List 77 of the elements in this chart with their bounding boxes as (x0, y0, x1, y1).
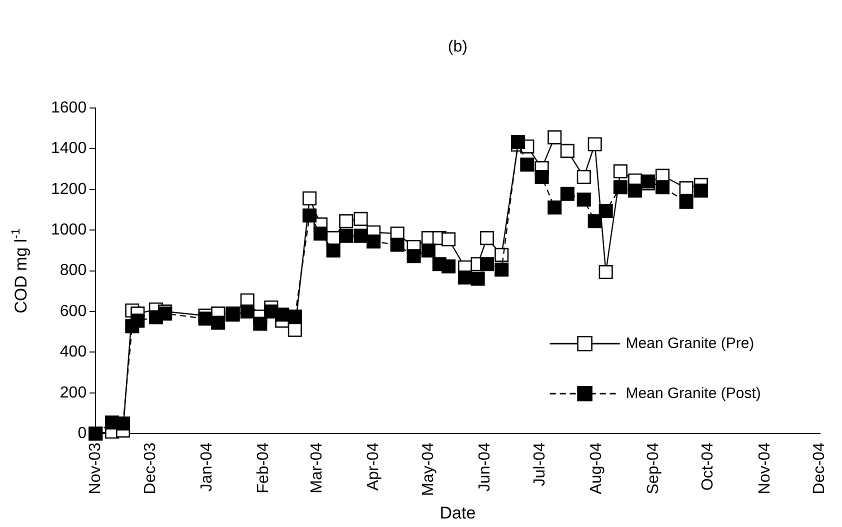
point (576, 170, 591, 184)
y-axis-title: COD mg l-1 (8, 228, 31, 314)
point (442, 259, 456, 274)
legend-label: Mean Granite (Post) (626, 384, 761, 402)
legend-label: Mean Granite (Pre) (626, 334, 754, 352)
x-tick-label: Aug-04 (588, 442, 606, 494)
point (494, 262, 509, 277)
point (302, 208, 317, 222)
point (480, 231, 494, 246)
point (548, 130, 562, 144)
y-tick-label: 0 (78, 425, 87, 442)
y-tick-label: 600 (60, 302, 87, 320)
point (421, 243, 436, 258)
point (656, 180, 670, 194)
point (442, 232, 456, 246)
y-tick-label: 200 (60, 384, 87, 402)
point (275, 308, 290, 322)
point (339, 214, 354, 228)
point (406, 249, 421, 264)
point (458, 270, 472, 285)
x-tick-label: Jan-04 (198, 442, 216, 492)
y-tick-label: 800 (60, 262, 87, 280)
point (288, 322, 302, 337)
x-tick-label: Oct-04 (700, 442, 717, 491)
x-tick-label: Jun-04 (476, 442, 494, 492)
point (598, 204, 613, 218)
point (679, 181, 694, 196)
point (598, 265, 613, 280)
point (560, 186, 574, 201)
point (679, 194, 694, 209)
point (288, 310, 302, 324)
point (560, 144, 574, 158)
point (339, 228, 354, 243)
x-tick-label: Dec-04 (811, 442, 828, 494)
point (116, 416, 130, 430)
point (588, 214, 602, 228)
x-tick-label: Nov-03 (87, 442, 104, 494)
point (520, 158, 534, 172)
point (628, 184, 642, 198)
point (470, 272, 485, 286)
point (130, 314, 145, 328)
point (240, 304, 254, 319)
point (480, 257, 494, 272)
point (613, 164, 628, 178)
x-axis-title: Date (440, 504, 476, 523)
y-tick-label: 1400 (51, 140, 87, 158)
x-tick-label: Feb-04 (255, 442, 272, 494)
point (534, 170, 549, 184)
point (576, 192, 591, 207)
point (588, 137, 602, 152)
point (354, 212, 368, 226)
point (390, 238, 404, 252)
y-tick-label: 1200 (51, 180, 87, 198)
point (613, 180, 628, 194)
y-tick-label: 400 (60, 344, 87, 361)
x-tick-label: Mar-04 (308, 442, 326, 494)
x-tick-label: Dec-03 (142, 442, 159, 494)
point (694, 184, 708, 198)
point (494, 248, 509, 262)
x-tick-label: Nov-04 (756, 442, 774, 494)
chart-title: (b) (448, 38, 468, 56)
point (302, 191, 317, 206)
x-tick-label: Apr-04 (364, 442, 382, 491)
point (314, 226, 328, 241)
y-tick-label: 1000 (51, 222, 87, 239)
point (354, 228, 368, 243)
y-tick-label: 1600 (51, 99, 87, 116)
point (253, 316, 268, 331)
point (511, 134, 526, 150)
point (211, 316, 226, 330)
x-tick-label: Jul-04 (531, 442, 548, 486)
point (366, 234, 381, 249)
x-tick-label: Sep-04 (644, 442, 662, 494)
point (326, 243, 340, 258)
x-tick-label: May-04 (420, 442, 437, 496)
point (548, 200, 562, 215)
point (198, 312, 212, 326)
